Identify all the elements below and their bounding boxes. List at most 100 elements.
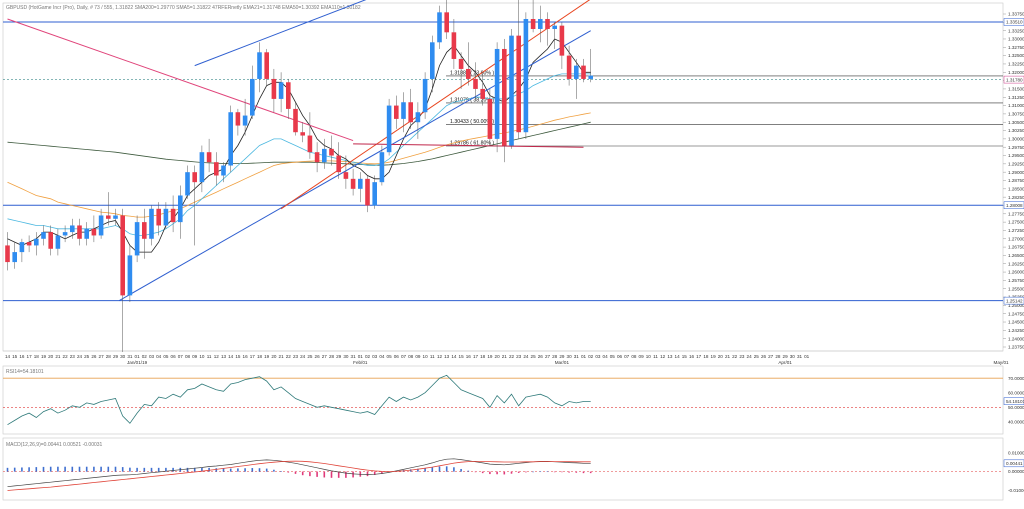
candle-bull — [415, 112, 421, 123]
candle-bull — [437, 12, 442, 43]
macd-hist-bar-pos — [237, 468, 239, 472]
candle-bear — [516, 35, 521, 133]
candle-bear — [293, 108, 298, 133]
date-tick-label: 07 — [624, 354, 630, 359]
macd-hist-bar-neg — [568, 471, 570, 473]
date-tick-label: 31 — [574, 354, 580, 359]
candle-bear — [142, 222, 147, 239]
price-tick-label: 1.26250 — [1008, 261, 1024, 266]
candle-bear — [408, 102, 413, 123]
date-tick-label: 15 — [459, 354, 465, 359]
macd-hist-bar-pos — [129, 467, 131, 472]
candle-bear — [48, 232, 53, 249]
ma-orange-line — [7, 112, 591, 218]
candle-bear — [343, 172, 349, 179]
candle-bear — [264, 52, 269, 79]
date-tick-label: 21 — [55, 354, 61, 359]
candle-bear — [91, 228, 97, 236]
macd-panel[interactable]: MACD(12,26,9)=0.00441 0.00521 -0.00031 0… — [2, 437, 1024, 501]
macd-hist-bar-neg — [294, 471, 297, 474]
macd-hist-bar-pos — [100, 466, 102, 472]
price-tick-label: 1.29750 — [1008, 145, 1024, 150]
macd-content: 0.01000 0.00000 -0.01000 0.00441 — [3, 450, 1024, 493]
price-tick-label: 1.27500 — [1008, 220, 1024, 225]
macd-hist-bar-neg — [474, 471, 477, 473]
candle-bear — [487, 98, 493, 139]
candle-bear — [473, 78, 478, 89]
macd-hist-bar-pos — [467, 470, 470, 472]
candle-bear — [170, 208, 176, 223]
macd-panel-frame — [2, 437, 1004, 501]
date-tick-label: 16 — [19, 354, 25, 359]
price-tick-label: 1.24250 — [1008, 328, 1024, 333]
macd-current-label: 0.00441 — [1006, 461, 1023, 466]
date-tick-label: 10 — [423, 354, 429, 359]
date-tick-label: 07 — [178, 354, 184, 359]
macd-hist-bar-neg — [352, 471, 354, 478]
date-tick-label: 24 — [747, 354, 753, 359]
macd-hist-bar-pos — [546, 471, 549, 473]
level-price-tag — [1003, 18, 1024, 26]
price-tick-label: 1.32750 — [1008, 45, 1024, 50]
macd-hist-bar-neg — [330, 471, 333, 478]
candle-bear — [235, 112, 241, 126]
price-tick-label: 1.25750 — [1008, 278, 1024, 283]
date-tick-label: 13 — [221, 354, 227, 359]
macd-hist-bar-pos — [143, 467, 146, 472]
date-tick-label: 30 — [120, 354, 126, 359]
candle-bear — [192, 172, 197, 183]
date-tick-label: 25 — [307, 354, 313, 359]
price-tick-label: 1.29000 — [1008, 170, 1024, 175]
candle-bull — [84, 228, 89, 239]
date-tick-label: 03 — [149, 354, 155, 359]
fib-level-label: 1.31079 ( 38.20% ) — [450, 97, 494, 103]
date-tick-label: 30 — [790, 354, 796, 359]
macd-hist-bar-neg — [366, 471, 369, 477]
macd-hist-bar-pos — [121, 467, 124, 472]
price-tick-label: 1.33000 — [1008, 37, 1024, 42]
date-tick-label: 01 — [581, 354, 587, 359]
date-tick-label: 20 — [271, 354, 277, 359]
date-tick-label: 04 — [379, 354, 385, 359]
candle-bear — [271, 78, 277, 99]
candle-bull — [509, 35, 514, 146]
macd-hist-bar-neg — [561, 471, 563, 473]
date-tick-label: 27 — [545, 354, 551, 359]
rsi-panel[interactable]: RSI14=54.18101 70.00000 60.00000 50.00000 4… — [2, 365, 1024, 435]
candle-bear — [350, 178, 356, 189]
date-tick-label: 13 — [444, 354, 450, 359]
date-tick-label: 03 — [595, 354, 601, 359]
macd-hist-bar-pos — [215, 468, 218, 472]
candle-bull — [523, 18, 529, 133]
macd-hist-bar-pos — [244, 468, 246, 472]
macd-current-tag — [1003, 459, 1024, 468]
date-tick-label: 11 — [207, 354, 212, 359]
date-tick-label: 18 — [703, 354, 709, 359]
date-tick-label: 09 — [415, 354, 421, 359]
candlesticks — [5, 0, 593, 352]
candle-bull — [588, 75, 593, 79]
candle-bull — [358, 178, 363, 189]
date-tick-label: 04 — [603, 354, 609, 359]
macd-tick-label: 0.00000 — [1008, 469, 1024, 474]
date-tick-label: 25 — [754, 354, 760, 359]
level-price-label: 1.33510 — [1006, 20, 1023, 25]
candle-bull — [70, 225, 75, 233]
date-tick-label: 16 — [466, 354, 472, 359]
candle-bull — [41, 232, 46, 239]
candle-bull — [163, 208, 169, 226]
price-panel[interactable]: GBPUSD (HotGame Incr (Pro), Daily, # 73 … — [2, 0, 1024, 365]
date-tick-label: 12 — [437, 354, 443, 359]
date-tick-label: 20 — [48, 354, 54, 359]
date-tick-label: 26 — [761, 354, 767, 359]
month-label: Jan/01/19 — [127, 360, 148, 365]
rsi-content: 70.00000 60.00000 50.00000 40.00000 54.18101 — [3, 374, 1024, 426]
candle-bear — [502, 48, 507, 146]
macd-hist-bar-pos — [438, 466, 441, 472]
macd-hist-bar-neg — [345, 471, 347, 478]
candle-bear — [156, 208, 161, 226]
date-tick-label: 17 — [27, 354, 33, 359]
candle-bear — [394, 105, 399, 119]
date-tick-label: 14 — [451, 354, 457, 359]
